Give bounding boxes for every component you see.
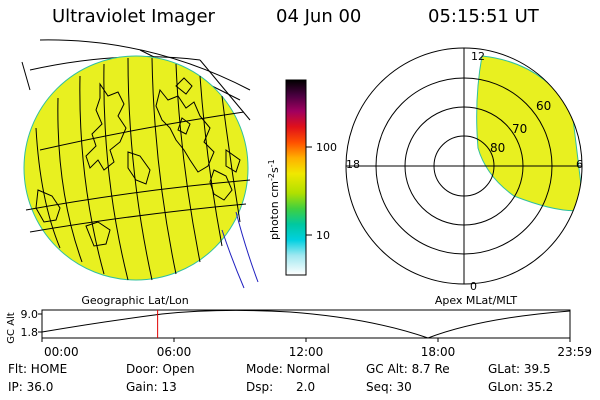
door-status: Door: Open (126, 362, 195, 376)
dsp-value: Dsp: 2.0 (246, 380, 316, 394)
xtick-0600: 06:00 (157, 345, 192, 359)
xtick-0000: 00:00 (44, 345, 79, 359)
xtick-1200: 12:00 (289, 345, 324, 359)
mlt-label-12: 12 (471, 50, 485, 63)
polar-caption: Apex MLat/MLT (435, 294, 518, 307)
geo-latitude: GLat: 39.5 (488, 362, 551, 376)
xtick-1800: 18:00 (421, 345, 456, 359)
colorbar-tick-10: 10 (316, 229, 330, 242)
gc-altitude: GC Alt: 8.7 Re (366, 362, 450, 376)
instrument-title: Ultraviolet Imager (52, 6, 215, 27)
colorbar-unit-label: photon cm-2s-1 (267, 159, 281, 240)
xtick-2359: 23:59 (557, 345, 592, 359)
mlt-label-0: 0 (470, 280, 477, 293)
mode-status: Mode: Normal (246, 362, 330, 376)
time-label: 05:15:51 UT (428, 6, 539, 27)
sequence-value: Seq: 30 (366, 380, 412, 394)
map-caption: Geographic Lat/Lon (81, 294, 188, 307)
date-label: 04 Jun 00 (276, 6, 362, 27)
mlat-label-60: 60 (536, 99, 551, 113)
colorbar-scale (285, 79, 307, 276)
altitude-ticks (38, 313, 571, 342)
map-grid (25, 57, 251, 281)
colorbar-tick-100: 100 (316, 141, 337, 154)
altitude-ytick-1-8: 1.8 (21, 326, 39, 339)
terminator-lines (221, 211, 259, 289)
altitude-plot-frame (41, 309, 571, 339)
mlat-label-80: 80 (490, 141, 505, 155)
gain-value: Gain: 13 (126, 380, 177, 394)
altitude-curve (41, 309, 571, 339)
flight-status: Flt: HOME (8, 362, 68, 376)
mlat-label-70: 70 (512, 122, 527, 136)
mlt-label-18: 18 (346, 158, 360, 171)
coastlines (35, 77, 241, 247)
altitude-ylabel: GC Alt (6, 312, 17, 344)
mlt-label-6: 6 (576, 158, 583, 171)
geo-longitude: GLon: 35.2 (488, 380, 554, 394)
svg-text:photon cm-2s-1: photon cm-2s-1 (267, 159, 281, 240)
polar-grid (345, 47, 583, 285)
altitude-ytick-9: 9.0 (21, 308, 39, 321)
ip-value: IP: 36.0 (8, 380, 54, 394)
